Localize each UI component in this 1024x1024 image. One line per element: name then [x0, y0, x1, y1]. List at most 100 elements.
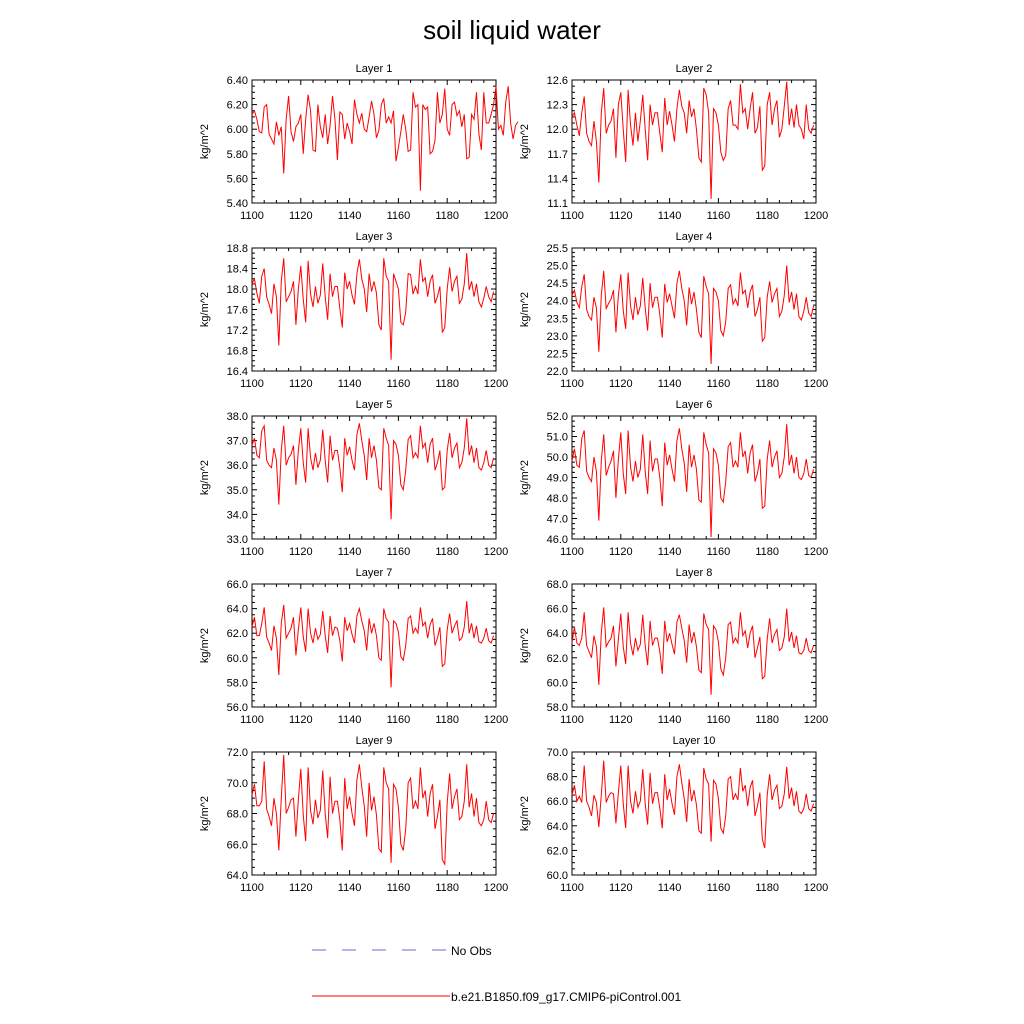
x-tick-label: 1140: [658, 210, 682, 222]
x-tick-label: 1160: [387, 882, 411, 894]
y-tick-label: 16.4: [227, 366, 248, 378]
panel-title: Layer 4: [676, 231, 713, 243]
y-axis-label: kg/m^2: [519, 628, 531, 663]
series-line: [571, 81, 815, 199]
x-tick-label: 1180: [755, 882, 779, 894]
y-tick-label: 58.0: [227, 677, 248, 689]
y-axis-label: kg/m^2: [519, 796, 531, 831]
plot-frame: [251, 247, 497, 372]
y-tick-label: 50.0: [547, 452, 568, 464]
y-tick-label: 68.0: [547, 579, 568, 591]
legend-label-no-obs: No Obs: [451, 944, 492, 958]
y-tick-label: 58.0: [547, 702, 568, 714]
y-axis-label: kg/m^2: [519, 460, 531, 495]
y-tick-label: 25.0: [547, 261, 568, 273]
y-tick-label: 66.0: [547, 796, 568, 808]
y-tick-label: 35.0: [227, 485, 248, 497]
y-tick-label: 5.40: [227, 198, 248, 210]
y-tick-label: 60.0: [227, 653, 248, 665]
y-tick-label: 62.0: [227, 628, 248, 640]
x-tick-label: 1200: [484, 378, 508, 390]
x-tick-label: 1180: [435, 546, 459, 558]
x-tick-label: 1120: [289, 714, 313, 726]
x-tick-label: 1200: [804, 882, 828, 894]
panel-layer-8: Layer 8 1100 1120 1140 1160 1180 1200 58.0 60.0 6…: [519, 567, 828, 726]
x-tick-label: 1100: [560, 210, 584, 222]
x-tick-label: 1160: [707, 378, 731, 390]
x-tick-label: 1200: [804, 378, 828, 390]
series-line: [251, 755, 495, 867]
x-tick-label: 1100: [240, 882, 264, 894]
y-axis-label: kg/m^2: [199, 796, 211, 831]
x-tick-label: 1180: [435, 882, 459, 894]
panel-layer-9: Layer 9 1100 1120 1140 1160 1180 1200 64.0 66.0 6…: [199, 735, 508, 894]
panel-layer-2: Layer 2 1100 1120 1140 1160 1180 1200 11.1 11.4 1…: [519, 63, 828, 222]
x-tick-label: 1120: [609, 378, 633, 390]
y-axis-label: kg/m^2: [199, 628, 211, 663]
series-line: [251, 601, 495, 688]
y-tick-label: 48.0: [547, 493, 568, 505]
y-tick-label: 12.0: [547, 124, 568, 136]
x-tick-label: 1200: [804, 714, 828, 726]
panel-title: Layer 6: [676, 399, 713, 411]
plot-frame: [571, 79, 817, 204]
x-tick-label: 1180: [435, 210, 459, 222]
x-tick-label: 1140: [338, 210, 362, 222]
x-tick-label: 1140: [658, 882, 682, 894]
x-tick-label: 1200: [484, 210, 508, 222]
y-tick-label: 18.8: [227, 243, 248, 255]
x-tick-label: 1100: [560, 378, 584, 390]
panel-layer-4: Layer 4 1100 1120 1140 1160 1180 1200 22.0 22.5 2…: [519, 231, 828, 390]
figure-title: soil liquid water: [423, 15, 601, 45]
y-tick-label: 60.0: [547, 677, 568, 689]
y-axis-label: kg/m^2: [519, 292, 531, 327]
panel-layer-6: Layer 6 1100 1120 1140 1160 1180 1200 46.0 47.0 4…: [519, 399, 828, 558]
y-tick-label: 33.0: [227, 534, 248, 546]
x-tick-label: 1120: [289, 882, 313, 894]
y-axis-label: kg/m^2: [199, 460, 211, 495]
y-tick-label: 22.0: [547, 366, 568, 378]
panel-layer-1: Layer 1 1100 1120 1140 1160 1180 1200 5.40 5.60 5…: [199, 63, 519, 222]
plot-frame: [571, 247, 817, 372]
x-tick-label: 1200: [484, 546, 508, 558]
x-tick-label: 1160: [707, 714, 731, 726]
x-tick-label: 1140: [658, 546, 682, 558]
y-tick-label: 70.0: [227, 778, 248, 790]
series-line: [571, 424, 815, 537]
x-tick-label: 1200: [804, 546, 828, 558]
y-tick-label: 36.0: [227, 460, 248, 472]
panel-title: Layer 2: [676, 63, 713, 75]
y-tick-label: 37.0: [227, 436, 248, 448]
panel-title: Layer 10: [673, 735, 716, 747]
x-tick-label: 1200: [804, 210, 828, 222]
y-tick-label: 64.0: [547, 628, 568, 640]
y-tick-label: 56.0: [227, 702, 248, 714]
y-axis-label: kg/m^2: [199, 124, 211, 159]
x-tick-label: 1100: [240, 378, 264, 390]
y-tick-label: 5.80: [227, 149, 248, 161]
x-tick-label: 1120: [609, 546, 633, 558]
x-tick-label: 1180: [755, 210, 779, 222]
x-tick-label: 1180: [755, 546, 779, 558]
y-tick-label: 18.0: [227, 284, 248, 296]
panel-layer-7: Layer 7 1100 1120 1140 1160 1180 1200 56.0 58.0 6…: [199, 567, 508, 726]
x-tick-label: 1120: [289, 378, 313, 390]
y-tick-label: 66.0: [227, 839, 248, 851]
x-tick-label: 1120: [289, 210, 313, 222]
y-tick-label: 60.0: [547, 870, 568, 882]
x-tick-label: 1100: [240, 546, 264, 558]
x-tick-label: 1160: [387, 210, 411, 222]
panel-title: Layer 3: [356, 231, 393, 243]
y-tick-label: 18.4: [227, 264, 248, 276]
x-tick-label: 1140: [338, 546, 362, 558]
x-tick-label: 1180: [435, 714, 459, 726]
y-tick-label: 11.7: [547, 149, 568, 161]
y-tick-label: 46.0: [547, 534, 568, 546]
x-tick-label: 1120: [289, 546, 313, 558]
series-line: [251, 253, 495, 360]
legend-label-model: b.e21.B1850.f09_g17.CMIP6-piControl.001: [451, 990, 681, 1004]
y-tick-label: 47.0: [547, 514, 568, 526]
panel-layer-3: Layer 3 1100 1120 1140 1160 1180 1200 16.4 16.8 1…: [199, 231, 508, 390]
plot-frame: [251, 415, 497, 540]
